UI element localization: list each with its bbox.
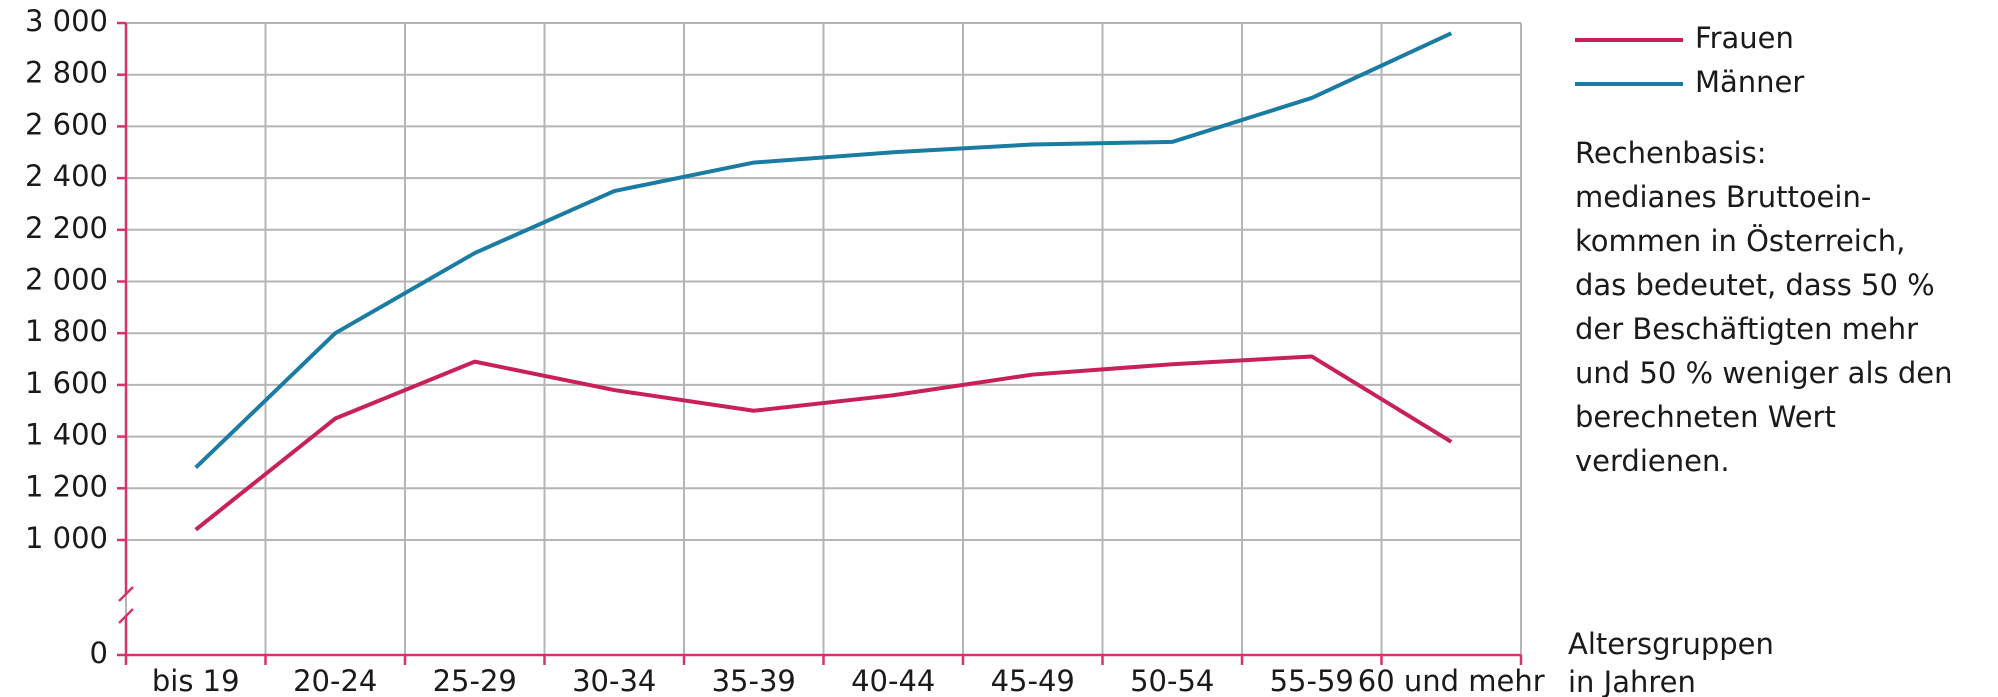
series-line [194, 354, 1453, 532]
legend-label: Frauen [1695, 21, 1794, 55]
x-axis-label: Altersgruppen [1568, 627, 1774, 661]
y-tick-label: 2 000 [25, 263, 108, 297]
note: verdienen. [1575, 444, 1730, 478]
note: berechneten Wert [1575, 400, 1836, 434]
y-tick-label: 2 600 [25, 107, 108, 141]
x-tick-label: 55-59 [1270, 664, 1354, 697]
note: kommen in Österreich, [1575, 224, 1905, 258]
series-line [194, 31, 1453, 470]
y-tick-label: 1 000 [25, 521, 108, 555]
x-tick-label: 35-39 [712, 664, 796, 697]
y-tick-label: 1 200 [25, 469, 108, 503]
note: Rechenbasis: [1575, 136, 1766, 170]
x-tick-label: bis 19 [152, 664, 240, 697]
y-tick-label: 2 400 [25, 159, 108, 193]
y-tick-label: 1 800 [25, 314, 108, 348]
y-tick-label: 1 600 [25, 366, 108, 400]
note: medianes Bruttoein- [1575, 180, 1871, 214]
x-tick-label: 50-54 [1130, 664, 1214, 697]
x-tick-label: 25-29 [433, 664, 517, 697]
x-tick-label: 40-44 [851, 664, 935, 697]
x-axis-label: in Jahren [1568, 665, 1696, 697]
y-tick-label: 1 400 [25, 418, 108, 452]
x-tick-label: 60 und mehr [1358, 664, 1545, 697]
axis-break [118, 586, 134, 602]
x-tick-label: 20-24 [293, 664, 377, 697]
y-tick-label: 0 [90, 636, 108, 670]
y-tick-label: 3 000 [25, 4, 108, 38]
note: der Beschäftigten mehr [1575, 312, 1918, 346]
legend-label: Männer [1695, 65, 1804, 99]
y-tick-label: 2 800 [25, 56, 108, 90]
x-tick-label: 30-34 [572, 664, 656, 697]
note: das bedeutet, dass 50 % [1575, 268, 1935, 302]
x-tick-label: 45-49 [991, 664, 1075, 697]
note: und 50 % weniger als den [1575, 356, 1952, 390]
axis-break [118, 608, 134, 624]
y-tick-label: 2 200 [25, 211, 108, 245]
